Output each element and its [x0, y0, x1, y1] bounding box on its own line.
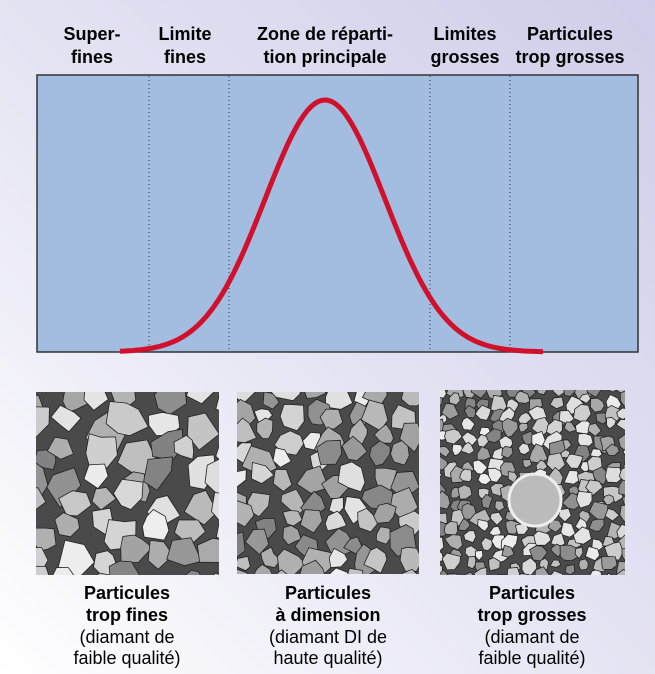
grain	[579, 559, 588, 570]
grain	[578, 433, 593, 446]
zone-header: grosses	[430, 47, 499, 67]
zone-header: tion principale	[263, 47, 386, 67]
photos	[15, 371, 638, 605]
panel-note: haute qualité)	[273, 648, 382, 668]
panel-note: (diamant de	[79, 627, 174, 647]
page: Super-fines Limite fines Zone de réparti-ti…	[0, 0, 655, 674]
zone-header: Super-	[63, 24, 120, 44]
zone-header: Limites	[433, 24, 496, 44]
panel-note: (diamant DI de	[269, 627, 387, 647]
particle-photo	[428, 380, 638, 592]
panel-title: Particules	[285, 583, 371, 603]
particle-photo	[15, 376, 248, 606]
panel-note: (diamant de	[484, 627, 579, 647]
panel-title: trop fines	[86, 605, 168, 625]
panel-title: Particules	[489, 583, 575, 603]
zone-header: Particules	[527, 24, 613, 44]
panel-note: faible qualité)	[478, 648, 585, 668]
panel-note: faible qualité)	[73, 648, 180, 668]
zone-header: trop grosses	[515, 47, 624, 67]
chart-area	[37, 75, 638, 352]
panel-title: Particules	[84, 583, 170, 603]
zone-header: Zone de réparti-	[257, 24, 393, 44]
zone-header: Limite	[158, 24, 211, 44]
panel-title: à dimension	[275, 605, 380, 625]
zone-header: fines	[71, 47, 113, 67]
zone-header: fines	[164, 47, 206, 67]
grain	[509, 474, 561, 526]
panel-title: trop grosses	[477, 605, 586, 625]
particle-photo	[223, 371, 430, 603]
